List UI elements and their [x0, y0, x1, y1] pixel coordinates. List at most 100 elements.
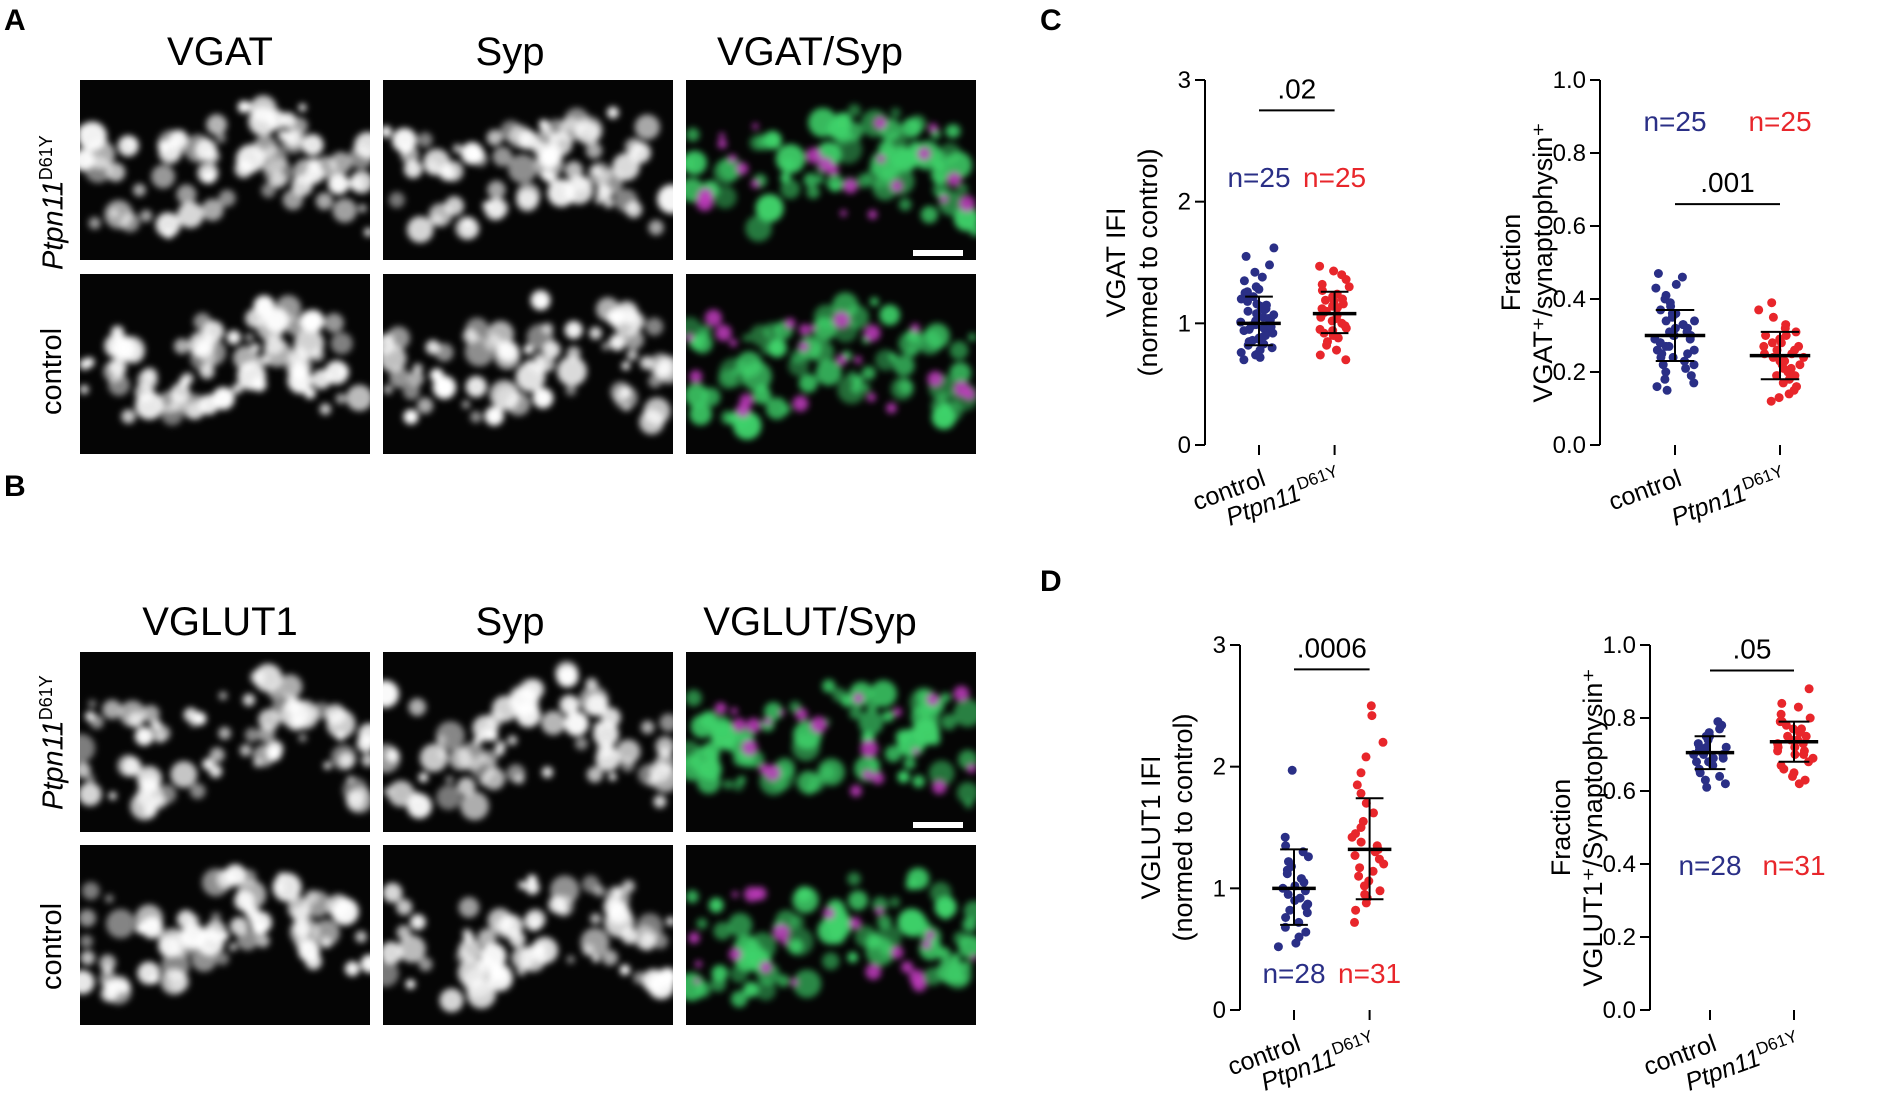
micro-blob — [898, 379, 914, 395]
data-point — [1378, 737, 1388, 747]
micro-blob — [720, 410, 735, 425]
micro-blob-magenta — [735, 403, 751, 418]
micro-blob — [108, 358, 127, 376]
data-point — [1366, 701, 1376, 711]
micro-blob-magenta — [781, 939, 789, 946]
micro-blob — [516, 966, 527, 976]
y-axis-label-line1: VGLUT1 IFI — [1136, 755, 1166, 899]
micro-blob — [141, 367, 158, 384]
micro-blob — [301, 134, 324, 156]
data-point — [1766, 396, 1776, 406]
p-value-label: .05 — [1733, 634, 1772, 665]
micro-blob — [912, 718, 940, 746]
micro-blob-magenta — [750, 179, 760, 189]
data-point — [1686, 371, 1696, 381]
micro-blob — [189, 783, 206, 799]
micro-blob — [745, 215, 772, 242]
data-point — [1315, 324, 1325, 334]
micro-blob — [291, 376, 309, 395]
data-point — [1322, 340, 1332, 350]
micro-blob — [781, 404, 792, 415]
micro-blob — [473, 736, 482, 745]
micro-blob — [400, 145, 410, 155]
micro-blob — [140, 209, 153, 223]
micro-blob — [360, 954, 370, 973]
micro-blob — [741, 361, 772, 392]
micro-blob-magenta — [694, 977, 701, 985]
n-label: n=25 — [1643, 106, 1706, 137]
data-point — [1666, 301, 1676, 311]
micro-blob — [953, 698, 976, 728]
micro-blob — [686, 740, 702, 767]
data-point — [1281, 841, 1291, 851]
micro-blob — [879, 304, 901, 326]
micro-blob — [919, 937, 942, 961]
micro-blob — [102, 699, 122, 720]
data-point — [1250, 267, 1260, 277]
micro-blob — [713, 185, 737, 209]
micro-blob — [177, 201, 204, 229]
micro-blob — [261, 183, 276, 198]
micro-blob — [383, 882, 403, 903]
micro-blob — [547, 179, 576, 207]
micro-blob — [142, 705, 160, 723]
micro-blob — [690, 714, 715, 739]
micro-blob — [784, 927, 814, 957]
micro-blob — [909, 141, 922, 154]
micro-blob — [80, 970, 95, 995]
micro-blob — [586, 766, 603, 783]
micro-blob — [460, 791, 489, 821]
micro-blob-magenta — [939, 194, 949, 204]
micro-blob — [85, 139, 116, 170]
y-tick-label: 1.0 — [1553, 67, 1586, 94]
data-point — [1795, 728, 1804, 738]
micro-blob — [765, 397, 788, 420]
micro-blob — [417, 132, 433, 148]
micro-blob — [534, 149, 564, 179]
micro-blob — [559, 117, 584, 142]
data-point — [1700, 775, 1710, 785]
micro-blob — [226, 330, 241, 345]
micro-blob — [593, 885, 605, 897]
micro-blob — [898, 331, 923, 356]
micro-blob — [158, 928, 188, 958]
micro-blob — [857, 173, 872, 188]
data-point — [1683, 349, 1693, 359]
micro-blob — [833, 135, 863, 164]
micro-blob-magenta — [873, 116, 887, 130]
micro-blob-magenta — [927, 370, 944, 388]
micro-blob — [940, 909, 951, 920]
micro-blob — [137, 961, 161, 985]
data-point — [1671, 279, 1681, 289]
data-point — [1354, 871, 1364, 881]
micro-blob — [889, 896, 901, 908]
micro-blob — [383, 680, 399, 708]
micro-blob — [558, 903, 569, 915]
micro-blob-magenta — [890, 179, 904, 193]
micro-blob — [417, 397, 434, 414]
micro-blob — [319, 403, 332, 415]
data-point — [1352, 780, 1362, 790]
micro-blob-magenta — [862, 769, 873, 781]
micro-blob — [604, 907, 635, 938]
micrograph-a-control-vgat — [80, 274, 370, 454]
micro-blob — [305, 952, 322, 970]
micro-blob — [749, 324, 772, 346]
micro-blob — [829, 928, 846, 945]
micro-blob — [252, 758, 263, 768]
micro-blob — [173, 338, 190, 355]
micro-blob — [408, 698, 427, 717]
micro-blob — [335, 731, 346, 741]
micro-blob-magenta — [850, 785, 862, 797]
micro-blob — [304, 890, 331, 918]
micro-blob — [460, 142, 484, 165]
micro-blob — [958, 934, 976, 959]
micro-blob — [155, 212, 181, 238]
data-point — [1689, 360, 1699, 370]
micro-blob — [486, 129, 503, 146]
micro-blob-magenta — [798, 341, 809, 352]
micro-blob — [358, 203, 367, 213]
micro-blob — [743, 981, 759, 998]
micro-blob — [234, 890, 255, 912]
micro-blob — [494, 740, 506, 752]
